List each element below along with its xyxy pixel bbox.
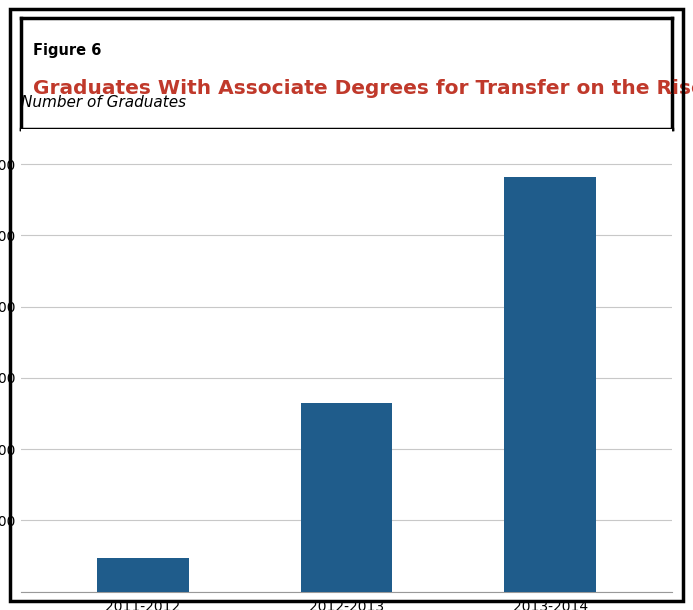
- Text: Graduates With Associate Degrees for Transfer on the Rise: Graduates With Associate Degrees for Tra…: [33, 79, 693, 98]
- Bar: [97, 558, 188, 592]
- Text: Number of Graduates: Number of Graduates: [21, 95, 186, 110]
- Bar: [301, 403, 392, 592]
- Bar: [505, 177, 596, 592]
- Text: Figure 6: Figure 6: [33, 43, 101, 57]
